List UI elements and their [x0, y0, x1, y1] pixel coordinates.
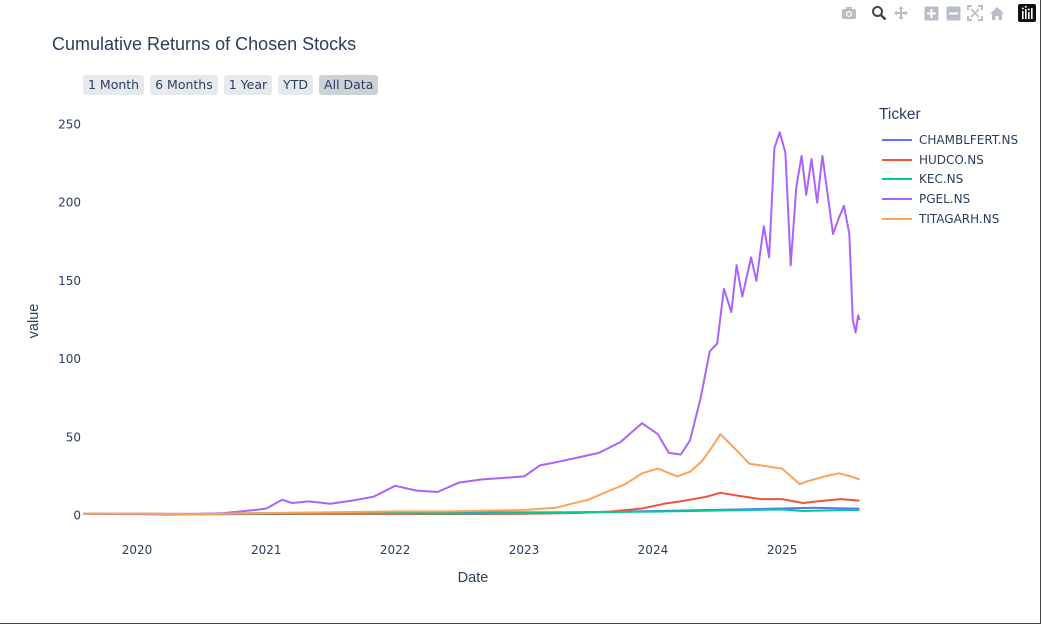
range-button-1-year[interactable]: 1 Year: [223, 75, 273, 95]
plotly-logo-icon[interactable]: [1016, 2, 1038, 24]
y-tick-label: 250: [58, 118, 81, 132]
camera-icon[interactable]: [838, 2, 860, 24]
range-selector: 1 Month 6 Months 1 Year YTD All Data: [83, 75, 379, 95]
legend-item-chamblfert[interactable]: CHAMBLFERT.NS: [879, 130, 1018, 150]
pan-icon[interactable]: [890, 2, 912, 24]
legend-swatch: [882, 197, 912, 200]
legend-item-kec[interactable]: KEC.NS: [879, 169, 1018, 189]
legend-swatch: [882, 178, 912, 181]
y-tick-label: 50: [66, 430, 81, 444]
y-axis-label: value: [26, 304, 42, 339]
series-line-pgel-ns[interactable]: [83, 131, 861, 516]
x-tick-label: 2022: [380, 543, 411, 557]
y-tick-label: 0: [73, 508, 81, 522]
legend-label: PGEL.NS: [919, 191, 971, 206]
legend-swatch: [882, 158, 912, 161]
chart-title: Cumulative Returns of Chosen Stocks: [52, 34, 357, 54]
legend-label: HUDCO.NS: [919, 152, 984, 167]
modebar: [838, 2, 1038, 24]
x-axis-ticks: 2020 2021 2022 2023 2024 2025: [122, 543, 798, 557]
x-tick-label: 2021: [251, 543, 282, 557]
legend-item-titagarh[interactable]: TITAGARH.NS: [879, 209, 1018, 229]
x-tick-label: 2025: [767, 543, 798, 557]
zoom-out-icon[interactable]: [942, 2, 964, 24]
legend-item-hudco[interactable]: HUDCO.NS: [879, 150, 1018, 170]
x-tick-label: 2023: [509, 543, 540, 557]
x-tick-label: 2024: [638, 543, 669, 557]
legend-label: KEC.NS: [919, 172, 964, 187]
range-button-ytd[interactable]: YTD: [278, 75, 314, 95]
range-button-6-months[interactable]: 6 Months: [150, 75, 218, 95]
x-tick-label: 2020: [122, 543, 153, 557]
reset-axes-icon[interactable]: [986, 2, 1008, 24]
legend-label: CHAMBLFERT.NS: [919, 132, 1019, 147]
legend-label: TITAGARH.NS: [919, 211, 1000, 226]
legend-swatch: [882, 138, 912, 141]
range-button-all-data[interactable]: All Data: [319, 75, 379, 95]
x-axis-label: Date: [458, 570, 489, 586]
series-line-titagarh-ns[interactable]: [82, 433, 860, 516]
range-button-1-month[interactable]: 1 Month: [83, 75, 145, 95]
legend-swatch: [882, 217, 912, 220]
zoom-icon[interactable]: [868, 2, 890, 24]
y-tick-label: 100: [58, 352, 81, 366]
zoom-in-icon[interactable]: [920, 2, 942, 24]
autoscale-icon[interactable]: [964, 2, 986, 24]
legend: Ticker CHAMBLFERT.NS HUDCO.NS KEC.NS PGE…: [879, 106, 1018, 228]
legend-title: Ticker: [879, 106, 921, 123]
y-axis-ticks: 0 50 100 150 200 250: [58, 118, 81, 523]
y-tick-label: 150: [58, 274, 81, 288]
series-lines: [82, 131, 861, 516]
legend-item-pgel[interactable]: PGEL.NS: [879, 189, 1018, 209]
y-tick-label: 200: [58, 196, 81, 210]
